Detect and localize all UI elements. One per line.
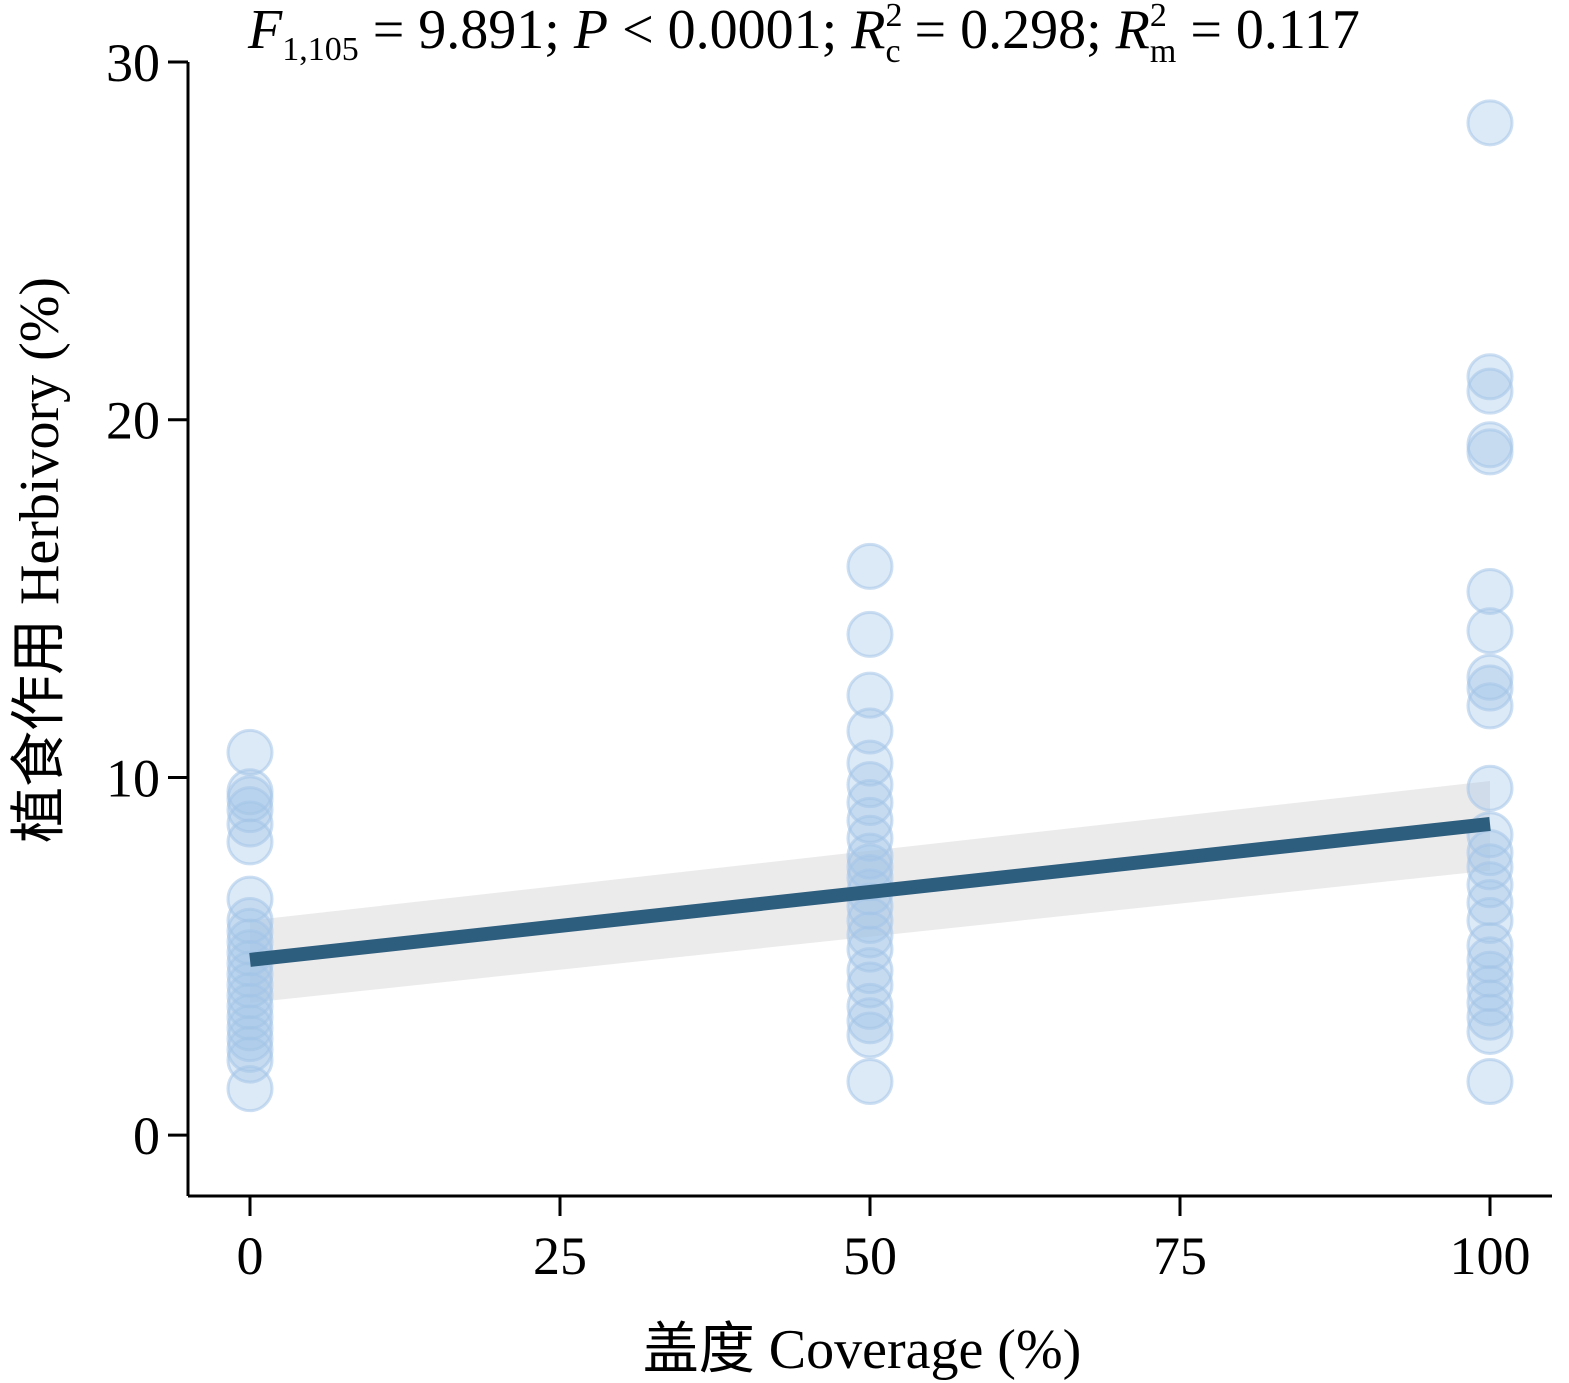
regression-line <box>249 817 1491 967</box>
scatter-point <box>226 818 274 866</box>
x-tick-label: 25 <box>533 1226 587 1286</box>
scatter-point <box>846 1058 894 1106</box>
y-tick-label: 10 <box>106 748 160 808</box>
rc-superscript: 2 <box>885 0 902 34</box>
scatter-point <box>1466 861 1514 909</box>
x-tick-label: 0 <box>237 1226 264 1286</box>
y-tick-label: 30 <box>106 33 160 93</box>
x-axis-ticks: 0 25 50 75 100 <box>237 1196 1531 1286</box>
rm-subscript: m <box>1150 33 1176 70</box>
stats-annotation: F1,105 = 9.891; P < 0.0001; R2 c = 0.298;… <box>247 0 1360 70</box>
f-value: = 9.891; <box>359 0 574 61</box>
p-symbol: P <box>573 0 608 61</box>
rm-value: = 0.117 <box>1176 0 1360 61</box>
scatter-point <box>1466 993 1514 1041</box>
rm-symbol: R <box>1115 0 1150 61</box>
scatter-point <box>846 1011 894 1059</box>
scatter-point <box>846 911 894 959</box>
scatter-point <box>846 997 894 1045</box>
scatter-point <box>846 671 894 719</box>
f-symbol: F <box>247 0 283 61</box>
rc-symbol: R <box>850 0 885 61</box>
scatter-point <box>846 707 894 755</box>
rm-superscript: 2 <box>1150 0 1167 34</box>
scatter-point <box>1466 353 1514 401</box>
scatter-point <box>846 947 894 995</box>
x-tick-label: 50 <box>843 1226 897 1286</box>
scatter-point <box>1466 897 1514 945</box>
scatter-point <box>846 610 894 658</box>
scatter-point <box>1466 428 1514 476</box>
y-axis-ticks: 0 10 20 30 <box>106 33 188 1166</box>
scatter-point <box>226 800 274 848</box>
f-df: 1,105 <box>282 31 359 68</box>
scatter-point <box>226 1025 274 1073</box>
x-axis-title: 盖度 Coverage (%) <box>643 1319 1082 1381</box>
scatter-point <box>1466 367 1514 415</box>
x-tick-label: 100 <box>1450 1226 1531 1286</box>
scatter-point <box>846 542 894 590</box>
scatter-point <box>1466 607 1514 655</box>
p-value: < 0.0001; <box>608 0 851 61</box>
rc-value: = 0.298; <box>901 0 1116 61</box>
y-tick-label: 0 <box>133 1106 160 1166</box>
scatter-point <box>1466 843 1514 891</box>
scatter-point <box>846 778 894 826</box>
x-tick-label: 75 <box>1153 1226 1207 1286</box>
scatter-point <box>1466 1058 1514 1106</box>
scatter-point <box>1466 664 1514 712</box>
y-tick-label: 20 <box>106 391 160 451</box>
scatter-point <box>1466 567 1514 615</box>
scatter-point <box>1466 682 1514 730</box>
scatter-point <box>1466 1007 1514 1055</box>
y-axis-title: 植食作用 Herbivory (%) <box>9 277 71 843</box>
rc-subscript: c <box>885 33 900 70</box>
scatter-point <box>226 728 274 776</box>
scatter-point <box>1466 764 1514 812</box>
scatter-point <box>226 786 274 834</box>
scatter-point <box>1466 99 1514 147</box>
scatter-point <box>846 761 894 809</box>
scatter-point <box>226 1065 274 1113</box>
scatter-point <box>846 796 894 844</box>
